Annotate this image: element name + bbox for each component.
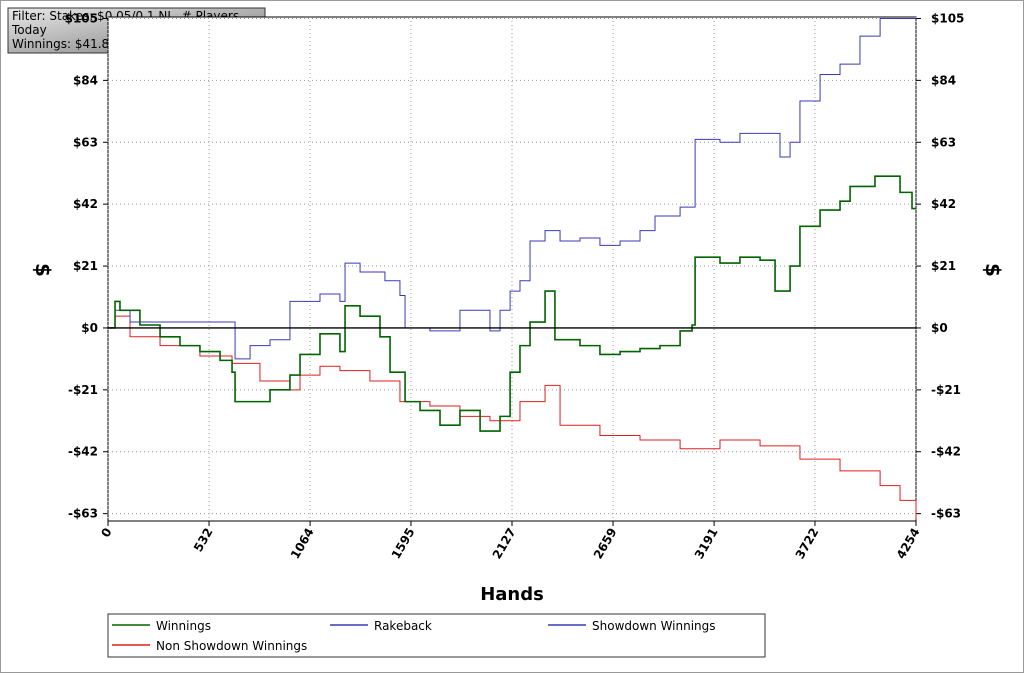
series-line <box>108 175 916 432</box>
y-tick-label: -$21 <box>68 383 98 397</box>
x-axis-label: Hands <box>480 584 544 605</box>
y-tick-label: -$42 <box>68 445 98 459</box>
y2-tick-label: $63 <box>931 135 956 149</box>
y2-tick-label: $42 <box>931 197 956 211</box>
y2-tick-label: $0 <box>931 321 948 335</box>
legend-label: Non Showdown Winnings <box>156 639 307 653</box>
y2-axis-label: $ <box>981 263 1005 277</box>
y2-tick-label: -$42 <box>931 445 961 459</box>
y-tick-label: $0 <box>81 321 98 335</box>
y2-tick-label: -$63 <box>931 507 961 521</box>
filter-line: Winnings: $41.83 <box>12 37 117 51</box>
y-tick-label: $21 <box>73 259 98 273</box>
y-tick-label: $42 <box>73 197 98 211</box>
legend-label: Winnings <box>156 619 211 633</box>
legend-label: Showdown Winnings <box>592 619 716 633</box>
y-tick-label: $84 <box>73 73 98 87</box>
y2-tick-label: $84 <box>931 73 956 87</box>
legend-label: Rakeback <box>374 619 432 633</box>
y-tick-label: $105 <box>65 11 98 25</box>
y-axis-label: $ <box>31 263 55 277</box>
y2-tick-label: -$21 <box>931 383 961 397</box>
y-tick-label: -$63 <box>68 507 98 521</box>
y2-tick-label: $21 <box>931 259 956 273</box>
filter-line: Today <box>11 23 47 37</box>
legend <box>107 613 766 658</box>
y2-tick-label: $105 <box>931 11 964 25</box>
y-tick-label: $63 <box>73 135 98 149</box>
series-line <box>108 17 916 360</box>
